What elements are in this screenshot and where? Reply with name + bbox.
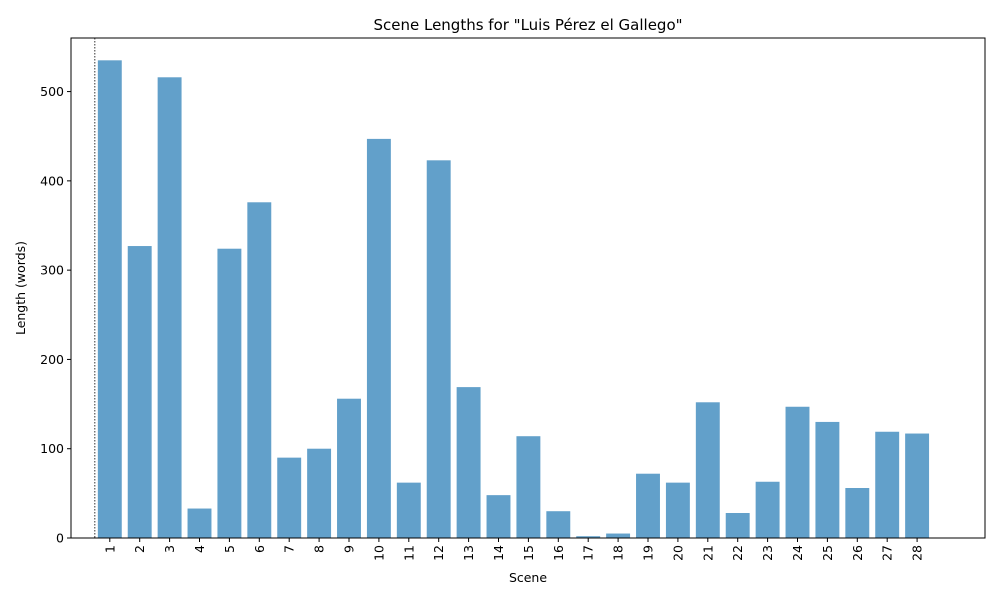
bar-scene-6: [247, 202, 272, 539]
x-tick-label: 23: [760, 545, 775, 561]
x-tick-label: 10: [371, 545, 386, 561]
x-tick-label: 21: [700, 545, 715, 561]
x-tick-label: 6: [252, 545, 267, 553]
bar-scene-28: [905, 433, 930, 538]
bar-scene-24: [785, 406, 810, 538]
x-tick-label: 14: [491, 545, 506, 561]
bar-scene-21: [695, 402, 720, 538]
bar-scene-25: [815, 421, 840, 538]
bar-scene-14: [486, 495, 511, 538]
x-tick-label: 13: [461, 545, 476, 561]
bar-scene-22: [725, 513, 750, 538]
x-tick-label: 11: [401, 545, 416, 561]
bar-scene-20: [665, 482, 690, 538]
x-tick-label: 2: [132, 545, 147, 553]
x-tick-label: 27: [880, 545, 895, 561]
y-tick-label: 300: [40, 263, 64, 278]
x-tick-label: 22: [730, 545, 745, 561]
x-tick-label: 28: [910, 545, 925, 561]
y-tick-label: 0: [56, 531, 64, 546]
x-tick-label: 8: [312, 545, 327, 553]
bar-scene-27: [875, 431, 900, 538]
bar-scene-2: [127, 246, 152, 539]
bar-scene-19: [636, 473, 660, 538]
x-tick-label: 3: [162, 545, 177, 553]
bar-scene-5: [217, 248, 242, 538]
x-tick-label: 9: [342, 545, 357, 553]
x-tick-label: 7: [282, 545, 297, 553]
x-tick-label: 20: [670, 545, 685, 561]
y-tick-label: 100: [40, 441, 64, 456]
x-tick-label: 12: [431, 545, 446, 561]
bar-scene-16: [546, 511, 571, 538]
bar-scene-4: [187, 508, 212, 538]
x-tick-label: 18: [611, 545, 626, 561]
y-tick-label: 500: [40, 84, 64, 99]
x-tick-label: 17: [581, 545, 596, 561]
x-tick-label: 1: [102, 545, 117, 553]
bars-group: [97, 60, 930, 539]
bar-scene-17: [576, 536, 601, 538]
y-axis-label: Length (words): [13, 241, 28, 335]
chart-title: Scene Lengths for "Luis Pérez el Gallego…: [373, 16, 682, 34]
x-tick-label: 19: [641, 545, 656, 561]
bar-scene-9: [337, 398, 361, 538]
bar-scene-18: [606, 533, 631, 538]
bar-scene-11: [396, 482, 421, 538]
bar-scene-15: [516, 436, 541, 538]
x-tick-label: 16: [551, 545, 566, 561]
x-axis: 1 2 3 4 5 6 7 8 9 10 11 12 13 14 15 16 17 18 19 20 21 22 23 24 2…: [102, 538, 925, 561]
y-tick-label: 200: [40, 352, 64, 367]
y-tick-label: 400: [40, 173, 64, 188]
x-tick-label: 26: [850, 545, 865, 561]
y-axis: 0 100 200 300 400 500: [40, 84, 71, 546]
x-tick-label: 24: [790, 545, 805, 561]
bar-scene-12: [426, 160, 451, 538]
bar-scene-7: [277, 457, 302, 538]
bar-scene-13: [456, 387, 481, 538]
bar-scene-23: [755, 481, 780, 538]
x-tick-label: 15: [521, 545, 536, 561]
x-axis-label: Scene: [509, 570, 547, 585]
bar-scene-8: [307, 448, 332, 538]
x-tick-label: 25: [820, 545, 835, 561]
x-tick-label: 4: [192, 545, 207, 553]
bar-scene-10: [366, 138, 391, 538]
bar-scene-26: [845, 488, 870, 538]
x-tick-label: 5: [222, 545, 237, 553]
bar-scene-1: [97, 60, 122, 538]
bar-scene-3: [157, 77, 182, 538]
